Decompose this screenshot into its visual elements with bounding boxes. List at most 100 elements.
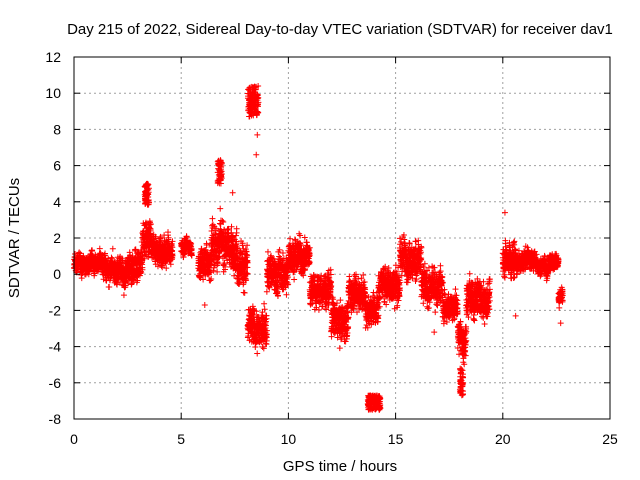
data-point (223, 253, 230, 260)
data-point (216, 253, 223, 260)
data-point (258, 339, 265, 346)
data-point (361, 278, 368, 285)
data-point (209, 215, 216, 222)
data-point (139, 252, 146, 259)
data-point (263, 312, 270, 319)
data-point (239, 240, 246, 247)
data-point (337, 297, 344, 304)
data-point (147, 227, 154, 234)
data-point (233, 229, 240, 236)
data-point (262, 325, 269, 332)
data-point (276, 253, 283, 260)
data-point (437, 262, 444, 269)
grid (74, 57, 610, 419)
data-point (188, 246, 195, 253)
data-series-sdtvar (71, 82, 566, 413)
data-point (244, 259, 251, 266)
data-point (217, 205, 224, 212)
data-point (244, 242, 251, 249)
data-point (169, 238, 176, 245)
data-point (188, 252, 195, 259)
data-point (470, 316, 477, 323)
data-point (77, 250, 84, 257)
data-point (481, 320, 488, 327)
data-point (243, 271, 250, 278)
data-point (233, 232, 240, 239)
data-point (214, 268, 221, 275)
data-point (218, 247, 225, 254)
data-point (134, 277, 141, 284)
data-point (208, 227, 215, 234)
data-point (241, 289, 248, 296)
data-point (80, 252, 87, 259)
data-point (200, 276, 207, 283)
data-point (396, 235, 403, 242)
data-point (167, 261, 174, 268)
data-point (261, 306, 268, 313)
data-point (291, 276, 298, 283)
data-point (264, 248, 271, 255)
data-point (276, 246, 283, 253)
data-point (274, 292, 281, 299)
data-point (219, 217, 226, 224)
data-point (220, 219, 227, 226)
data-point (452, 286, 459, 293)
data-point (106, 284, 113, 291)
data-point (228, 223, 235, 230)
data-point (221, 260, 228, 267)
data-point (214, 260, 221, 267)
data-point (261, 300, 268, 307)
data-point (263, 288, 270, 295)
data-point (139, 266, 146, 273)
data-point (260, 345, 267, 352)
data-point (253, 308, 260, 315)
data-point (259, 343, 266, 350)
data-point (127, 252, 134, 259)
data-point (213, 225, 220, 232)
chart-title: Day 215 of 2022, Sidereal Day-to-day VTE… (67, 21, 613, 38)
data-point (501, 274, 508, 281)
data-point (165, 229, 172, 236)
data-point (145, 253, 152, 260)
data-point (244, 270, 251, 277)
data-point (169, 252, 176, 259)
data-point (163, 265, 170, 272)
data-point (222, 263, 229, 270)
data-point (141, 255, 148, 262)
data-point (268, 254, 275, 261)
data-point (109, 245, 116, 252)
data-point (234, 244, 241, 251)
data-point (165, 234, 172, 241)
data-point (262, 322, 269, 329)
data-point (254, 350, 261, 357)
data-point (233, 238, 240, 245)
data-point (279, 249, 286, 256)
data-point (208, 276, 215, 283)
data-point (243, 277, 250, 284)
data-point (207, 277, 214, 284)
data-point (235, 255, 242, 262)
data-point (263, 337, 270, 344)
data-point (336, 345, 343, 352)
data-point (102, 250, 109, 257)
data-point (120, 292, 127, 299)
data-point (122, 282, 129, 289)
data-point (78, 275, 85, 282)
data-point (432, 309, 439, 316)
data-point (138, 269, 145, 276)
data-point (147, 221, 154, 228)
data-point (225, 225, 232, 232)
data-point (210, 267, 217, 274)
data-point (145, 248, 152, 255)
data-point (263, 331, 270, 338)
data-point (203, 241, 210, 248)
data-point (169, 244, 176, 251)
data-point (466, 270, 473, 277)
data-point (287, 235, 294, 242)
data-point (89, 248, 96, 255)
data-point (244, 252, 251, 259)
data-point (228, 229, 235, 236)
data-point (72, 251, 79, 258)
data-point (96, 245, 103, 252)
